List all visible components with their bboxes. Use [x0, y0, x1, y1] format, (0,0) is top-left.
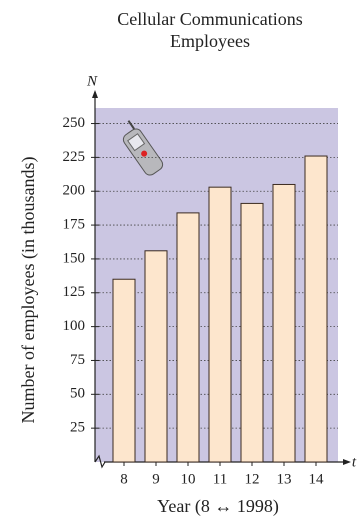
y-tick-label: 200	[63, 183, 86, 199]
x-axis-symbol: t	[352, 454, 357, 470]
chart-title: Cellular Communications Employees	[117, 9, 303, 51]
x-tick-label: 10	[181, 471, 196, 487]
y-axis-arrow	[92, 90, 98, 98]
axis-break	[94, 454, 106, 469]
x-axis-arrow	[343, 459, 351, 465]
bar	[112, 278, 136, 463]
bar	[144, 250, 168, 463]
y-tick-label: 150	[63, 250, 86, 266]
y-tick-label: 100	[63, 318, 86, 334]
x-tick-label: 14	[309, 471, 325, 487]
y-tick-label: 25	[70, 420, 85, 436]
y-tick-label: 225	[63, 149, 86, 165]
x-tick-label: 12	[245, 471, 260, 487]
y-axis-label: Number of employees (in thousands)	[18, 157, 39, 424]
y-axis-symbol: N	[86, 73, 98, 89]
x-tick-label: 11	[213, 471, 227, 487]
y-tick-label: 50	[70, 386, 85, 402]
y-tick-label: 125	[63, 284, 86, 300]
bar	[272, 183, 296, 463]
x-tick-label: 9	[152, 471, 160, 487]
y-tick-label: 75	[70, 352, 85, 368]
x-axis-label: Year (8 ↔ 1998)	[157, 496, 279, 517]
phone-icon	[122, 120, 164, 176]
y-tick-label: 250	[63, 115, 86, 131]
x-tick-label: 13	[277, 471, 292, 487]
x-tick-label: 8	[120, 471, 128, 487]
bar	[240, 202, 264, 463]
bar	[208, 186, 232, 463]
y-tick-label: 175	[63, 217, 86, 233]
bar	[304, 155, 328, 463]
bar	[176, 212, 200, 463]
